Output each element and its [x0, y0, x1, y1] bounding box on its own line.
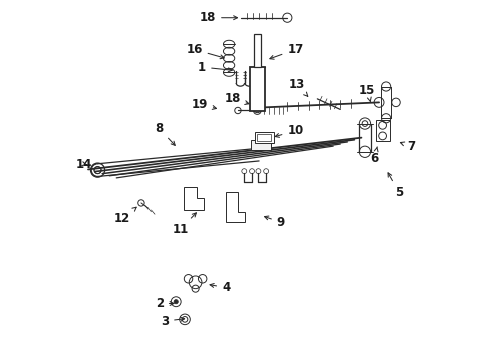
- Bar: [257, 135, 271, 141]
- Circle shape: [174, 300, 178, 304]
- Text: 5: 5: [388, 173, 403, 199]
- Text: 14: 14: [75, 158, 92, 171]
- Text: 12: 12: [114, 207, 136, 225]
- Bar: [254, 33, 261, 67]
- Text: 3: 3: [161, 315, 185, 328]
- Bar: [255, 132, 274, 143]
- Text: 15: 15: [359, 84, 375, 102]
- Text: 17: 17: [270, 43, 304, 59]
- Text: 9: 9: [265, 216, 285, 229]
- Text: 2: 2: [156, 297, 174, 310]
- Text: 13: 13: [289, 78, 308, 96]
- Text: 19: 19: [192, 98, 217, 111]
- Text: 7: 7: [400, 140, 416, 153]
- Text: 18: 18: [200, 11, 238, 24]
- Text: 8: 8: [156, 122, 175, 145]
- Bar: [251, 140, 270, 150]
- Text: 16: 16: [186, 43, 224, 59]
- Text: 1: 1: [198, 60, 232, 73]
- Bar: [250, 67, 265, 111]
- Text: 18: 18: [224, 93, 249, 105]
- Text: 10: 10: [275, 124, 304, 137]
- Text: 4: 4: [210, 281, 230, 294]
- Text: 6: 6: [370, 147, 378, 165]
- Text: 11: 11: [172, 213, 196, 236]
